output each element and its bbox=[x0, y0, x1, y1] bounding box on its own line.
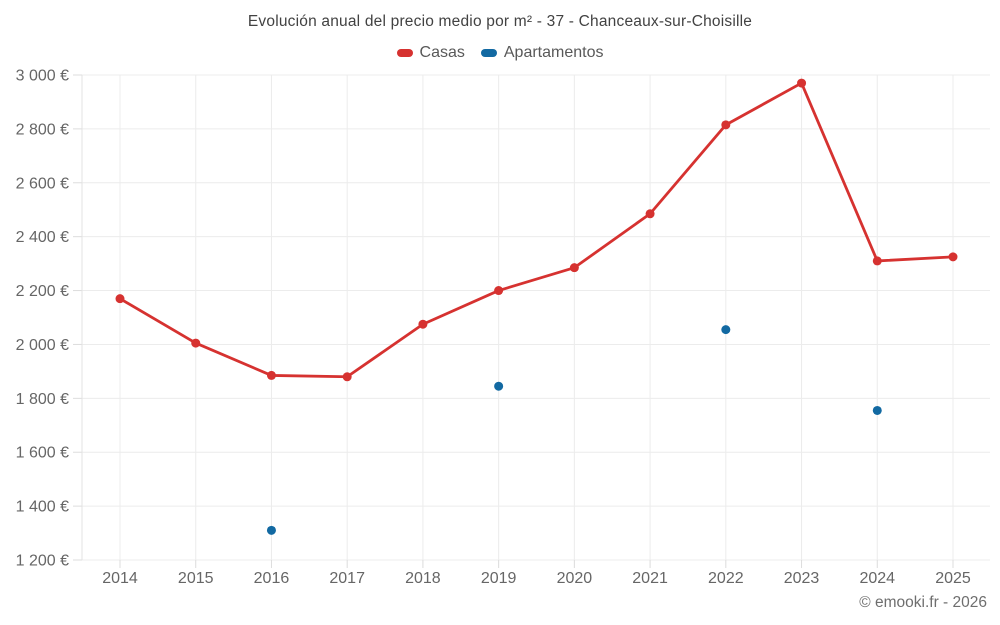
casas-point-2023[interactable] bbox=[797, 78, 807, 88]
apartamentos-legend-swatch-icon bbox=[480, 49, 497, 57]
casas-legend-swatch-icon bbox=[396, 49, 413, 57]
legend-item-apartamentos[interactable]: Apartamentos bbox=[480, 44, 604, 62]
casas-point-2022[interactable] bbox=[721, 120, 731, 130]
casas-point-2024[interactable] bbox=[872, 256, 882, 266]
y-axis-label: 2 400 € bbox=[16, 229, 69, 246]
chart-title: Evolución anual del precio medio por m² … bbox=[247, 13, 753, 30]
apartamentos-point-2019[interactable] bbox=[494, 381, 504, 391]
x-axis-label: 2023 bbox=[784, 570, 820, 587]
copyright-watermark: © emooki.fr - 2026 bbox=[859, 594, 987, 611]
legend: Casas Apartamentos bbox=[0, 42, 1000, 64]
y-axis-label: 1 800 € bbox=[16, 391, 69, 408]
legend-label-casas: Casas bbox=[419, 44, 465, 61]
x-axis-label: 2024 bbox=[859, 570, 895, 587]
x-axis-label: 2017 bbox=[329, 570, 365, 587]
y-axis-label: 1 400 € bbox=[16, 499, 69, 516]
x-axis-label: 2022 bbox=[708, 570, 744, 587]
x-axis-label: 2020 bbox=[557, 570, 593, 587]
y-axis-label: 2 600 € bbox=[16, 175, 69, 192]
casas-point-2020[interactable] bbox=[569, 263, 579, 273]
y-axis-label: 2 200 € bbox=[16, 283, 69, 300]
y-axis-label: 2 800 € bbox=[16, 121, 69, 138]
x-axis-label: 2015 bbox=[178, 570, 214, 587]
casas-point-2015[interactable] bbox=[191, 338, 201, 348]
apartamentos-point-2016[interactable] bbox=[266, 525, 276, 535]
casas-point-2021[interactable] bbox=[645, 209, 655, 219]
legend-item-casas[interactable]: Casas bbox=[396, 44, 465, 62]
x-axis-label: 2018 bbox=[405, 570, 441, 587]
legend-label-apartamentos: Apartamentos bbox=[503, 44, 604, 61]
x-axis-label: 2014 bbox=[102, 570, 138, 587]
y-axis-label: 1 600 € bbox=[16, 445, 69, 462]
apartamentos-point-2024[interactable] bbox=[872, 405, 882, 415]
x-axis-label: 2016 bbox=[254, 570, 290, 587]
casas-point-2017[interactable] bbox=[342, 372, 352, 382]
casas-point-2025[interactable] bbox=[948, 252, 958, 262]
casas-line bbox=[118, 81, 955, 379]
casas-point-2019[interactable] bbox=[494, 286, 504, 296]
casas-point-2014[interactable] bbox=[115, 294, 125, 304]
y-axis-label: 3 000 € bbox=[16, 68, 69, 85]
y-axis-label: 2 000 € bbox=[16, 337, 69, 354]
x-axis-label: 2019 bbox=[481, 570, 517, 587]
x-axis-label: 2025 bbox=[935, 570, 971, 587]
x-axis-label: 2021 bbox=[632, 570, 668, 587]
y-axis-label: 1 200 € bbox=[16, 553, 69, 570]
casas-point-2016[interactable] bbox=[266, 370, 276, 380]
casas-point-2018[interactable] bbox=[418, 319, 428, 329]
apartamentos-point-2022[interactable] bbox=[721, 325, 731, 335]
